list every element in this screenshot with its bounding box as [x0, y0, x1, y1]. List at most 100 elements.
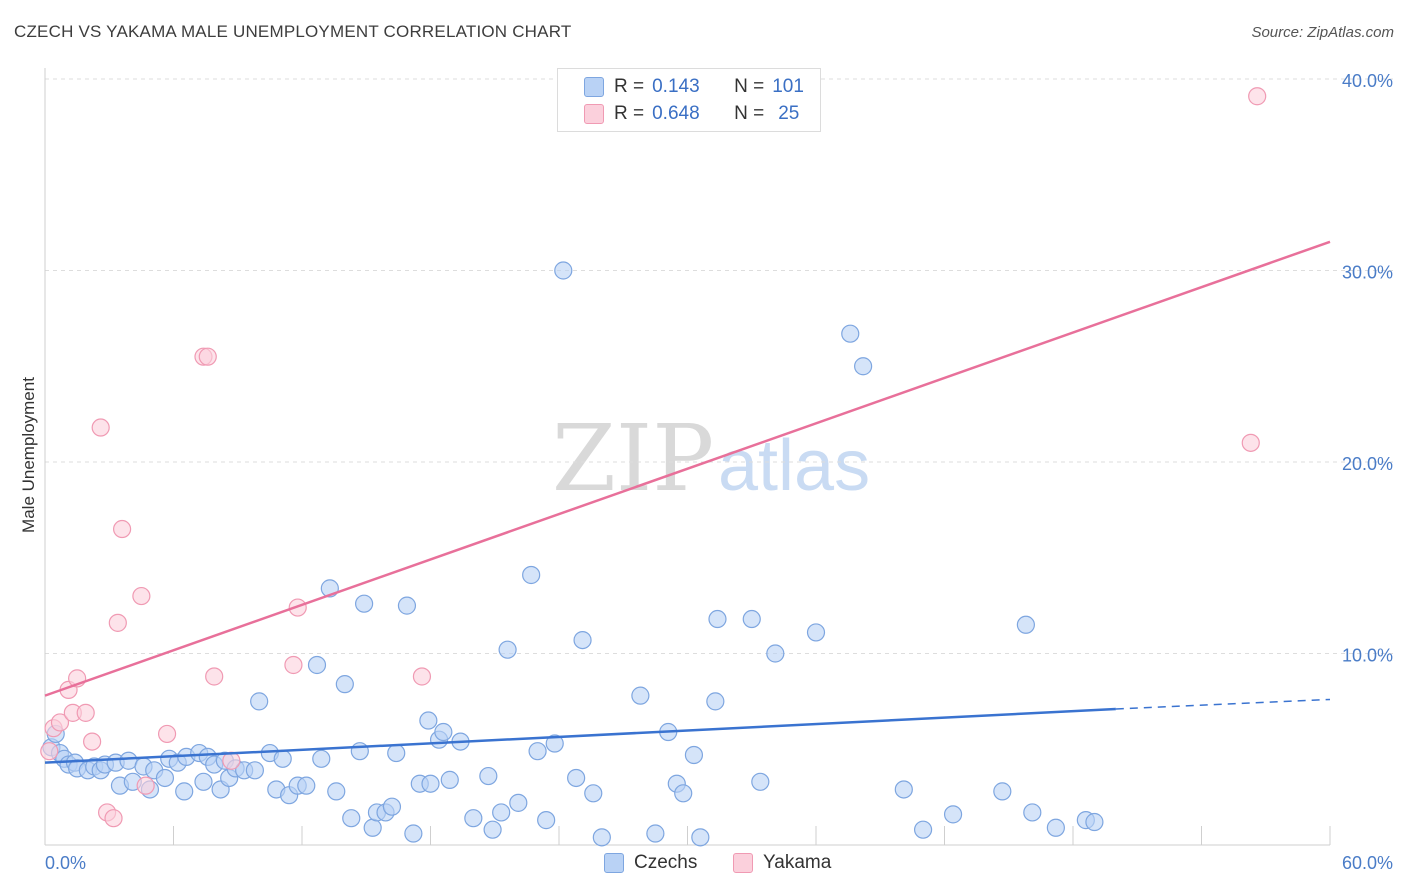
czech-point — [175, 782, 194, 801]
yakama-swatch-icon — [584, 104, 604, 124]
yakama-point — [40, 742, 59, 761]
y-tick-label: 20.0% — [1342, 454, 1393, 474]
trend-lines — [44, 240, 1331, 764]
source-label: Source: ZipAtlas.com — [1251, 24, 1394, 41]
czech-point — [854, 357, 873, 376]
czech-point — [483, 820, 502, 839]
czech-point — [708, 609, 727, 629]
czech-point — [537, 811, 556, 830]
yakama-point — [1248, 87, 1267, 106]
n-value: 25 — [778, 103, 800, 124]
r-label: R = — [614, 103, 645, 124]
czech-point — [766, 644, 785, 663]
czech-point — [194, 772, 213, 791]
czech-point — [382, 797, 402, 816]
yakama-point — [284, 655, 303, 675]
tick-labels: 10.0% 20.0% 30.0% 40.0% 0.0% 60.0% — [45, 71, 1393, 873]
czech-point — [751, 772, 770, 791]
czech-point — [806, 623, 826, 642]
czech-point — [250, 692, 269, 711]
czech-point — [155, 768, 175, 788]
yakama-legend-icon — [733, 853, 753, 873]
legend-label-yakama: Yakama — [763, 852, 832, 873]
czech-trend-line — [44, 707, 1116, 764]
czech-point — [993, 782, 1012, 801]
legend-label-czechs: Czechs — [634, 852, 698, 873]
czech-point — [706, 692, 725, 711]
czech-point — [273, 749, 292, 768]
czech-point — [1085, 812, 1104, 832]
czech-point — [684, 745, 704, 765]
czech-point — [592, 828, 611, 847]
yakama-point — [104, 809, 123, 828]
czech-point — [434, 722, 453, 742]
czech-point — [674, 784, 693, 803]
yakama-point — [198, 347, 217, 366]
chart-title: CZECH VS YAKAMA MALE UNEMPLOYMENT CORREL… — [14, 22, 572, 41]
r-value: 0.648 — [652, 103, 700, 124]
legend-row-yakama: R = 0.648 N = 25 — [584, 103, 799, 125]
czech-point — [421, 774, 440, 793]
czech-point — [646, 824, 665, 843]
r-value: 0.143 — [652, 76, 700, 97]
czech-point — [573, 630, 592, 650]
czech-point — [1046, 818, 1065, 837]
n-label: N = — [734, 76, 765, 97]
yakama-point — [1241, 433, 1260, 452]
czech-point — [691, 828, 710, 847]
x-tick-label: 60.0% — [1342, 853, 1393, 873]
czech-trend-extension — [1115, 698, 1331, 710]
x-tick-label: 0.0% — [45, 853, 86, 873]
yakama-point — [136, 776, 155, 795]
czech-point — [492, 803, 511, 822]
czech-point — [528, 742, 547, 761]
czech-point — [584, 784, 603, 803]
czech-point — [913, 820, 933, 839]
czech-point — [464, 809, 483, 828]
czech-point — [327, 782, 346, 801]
czech-point — [509, 793, 528, 812]
czech-point — [545, 734, 564, 753]
czech-point — [1016, 615, 1035, 634]
czech-point — [419, 711, 438, 730]
yakama-point — [50, 713, 70, 732]
czech-point — [894, 780, 913, 799]
gridlines — [45, 78, 1395, 654]
czechs-legend-icon — [604, 853, 624, 873]
watermark-zip: ZIP — [552, 405, 714, 512]
czech-point — [943, 805, 963, 824]
czech-point — [297, 776, 316, 795]
legend-row-czechs: R = 0.143 N = 101 — [584, 76, 804, 98]
czech-point — [397, 596, 417, 615]
czech-point — [355, 594, 374, 613]
legend-item-yakama: Yakama — [733, 852, 831, 874]
r-label: R = — [614, 76, 645, 97]
axes — [44, 68, 1331, 846]
yakama-point — [112, 519, 132, 539]
czechs-swatch-icon — [584, 77, 604, 97]
czech-point — [631, 686, 650, 705]
yakama-point — [412, 667, 432, 686]
czech-point — [350, 742, 369, 761]
czech-point — [404, 824, 423, 843]
czech-point — [307, 655, 327, 675]
czech-point — [312, 749, 331, 768]
data-points — [40, 87, 1267, 847]
czech-point — [342, 809, 361, 828]
watermark-atlas: atlas — [718, 426, 870, 506]
czech-point — [1023, 803, 1042, 822]
y-tick-label: 30.0% — [1342, 263, 1393, 283]
czech-point — [742, 609, 761, 629]
yakama-point — [108, 613, 127, 632]
czech-point — [387, 743, 406, 763]
yakama-point — [205, 667, 224, 686]
yakama-point — [157, 724, 177, 744]
czech-point — [245, 761, 264, 780]
n-value: 101 — [772, 76, 804, 97]
yakama-point — [83, 732, 102, 751]
yakama-point — [91, 418, 110, 437]
yakama-point — [76, 703, 95, 722]
czech-point — [567, 768, 586, 788]
yakama-trend-line — [44, 240, 1331, 697]
